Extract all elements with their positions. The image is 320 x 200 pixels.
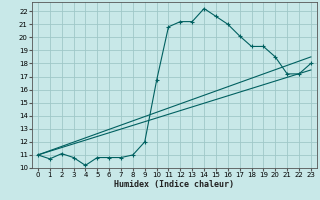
X-axis label: Humidex (Indice chaleur): Humidex (Indice chaleur) [115, 180, 234, 189]
